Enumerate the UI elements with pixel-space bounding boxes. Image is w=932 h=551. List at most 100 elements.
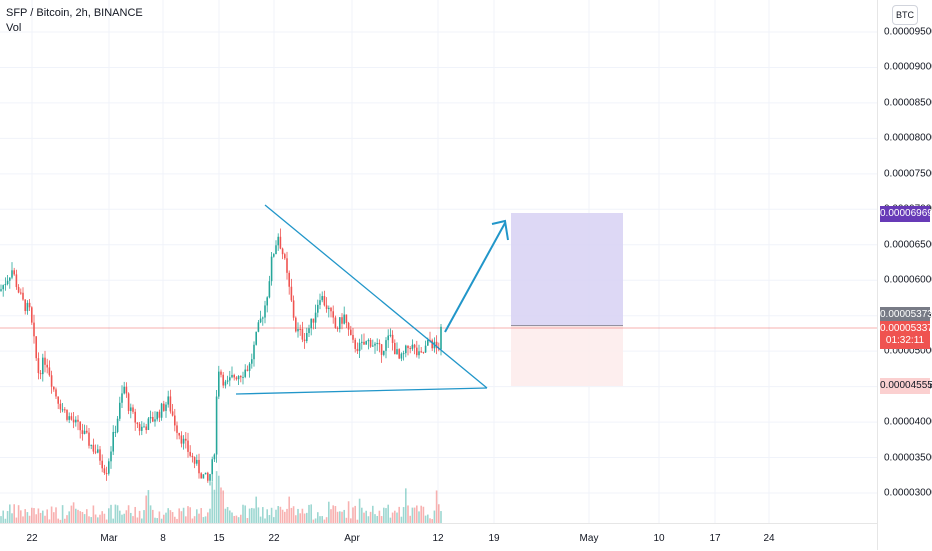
time-axis[interactable]: 22 Mar 8 15 22 Apr 12 19 May 10 17 24 xyxy=(0,523,877,551)
candle-body xyxy=(339,317,341,329)
price-tick: 0.00006500 xyxy=(884,239,932,251)
volume-bar xyxy=(266,509,268,523)
candle-body xyxy=(246,369,249,371)
time-tick: Apr xyxy=(344,533,360,544)
volume-bar xyxy=(398,506,400,523)
time-tick: May xyxy=(579,533,599,544)
volume-bar xyxy=(279,506,282,523)
time-tick: 17 xyxy=(709,533,721,544)
candle-body xyxy=(253,344,255,360)
candle-body xyxy=(295,317,297,332)
candle-body xyxy=(182,438,185,444)
volume-bar xyxy=(13,504,15,523)
candle-body xyxy=(108,461,110,474)
price-tick: 0.00008500 xyxy=(884,97,932,109)
candle-body xyxy=(9,277,11,281)
candle-body xyxy=(121,393,123,403)
candle-body xyxy=(77,419,79,422)
candle-body xyxy=(26,302,29,311)
volume-bar xyxy=(176,518,178,523)
entry-price-badge: 0.00005373 xyxy=(880,307,932,323)
candle-body xyxy=(72,419,75,423)
symbol-title[interactable]: SFP / Bitcoin, 2h, BINANCE xyxy=(6,7,143,19)
volume-bar xyxy=(121,514,123,523)
breakout-arrow[interactable] xyxy=(444,219,509,333)
price-tick: 0.00007500 xyxy=(884,168,932,180)
support-trendline[interactable] xyxy=(235,387,488,395)
candle-body xyxy=(301,329,304,340)
candle-body xyxy=(42,357,44,375)
volume-bar xyxy=(301,508,304,523)
candle-body xyxy=(273,254,275,257)
stop-price-badge: 0.00004555 xyxy=(880,378,932,394)
candle-body xyxy=(165,404,167,411)
candle-body xyxy=(325,305,328,310)
candle-body xyxy=(123,386,125,394)
volume-bar xyxy=(253,508,255,523)
candle-body xyxy=(207,472,209,481)
candle-body xyxy=(13,270,15,275)
volume-bar xyxy=(422,506,425,523)
price-axis[interactable]: 0.00009500 0.00009000 0.00008500 0.00008000… xyxy=(877,0,932,550)
volume-bar xyxy=(70,505,73,523)
volume-bar xyxy=(288,496,290,523)
candlestick-series xyxy=(0,228,442,486)
price-tick: 0.00004000 xyxy=(884,416,932,428)
volume-bar xyxy=(20,510,22,523)
candle-body xyxy=(64,409,66,411)
candle-body xyxy=(323,296,326,306)
candle-body xyxy=(347,322,350,330)
volume-bar xyxy=(110,504,112,523)
candle-body xyxy=(310,318,312,329)
candle-body xyxy=(39,373,42,375)
candle-body xyxy=(46,364,48,368)
stop-zone[interactable] xyxy=(511,326,623,386)
volume-bar xyxy=(174,516,176,523)
price-plot[interactable] xyxy=(0,0,877,523)
volume-bar xyxy=(92,505,95,523)
volume-bar xyxy=(306,512,308,523)
volume-bar xyxy=(138,510,141,523)
candle-body xyxy=(242,376,244,378)
candle-body xyxy=(332,311,334,318)
candle-body xyxy=(416,347,418,356)
volume-bar xyxy=(136,517,139,523)
volume-bar xyxy=(358,498,361,523)
volume-bar xyxy=(79,511,81,523)
candle-body xyxy=(319,300,321,305)
candle-body xyxy=(152,416,154,422)
chart-plot-area[interactable]: SFP / Bitcoin, 2h, BINANCE Vol xyxy=(0,0,877,523)
target-zone[interactable] xyxy=(511,213,623,326)
volume-bar xyxy=(94,514,97,523)
candle-body xyxy=(306,332,308,342)
volume-label[interactable]: Vol xyxy=(6,22,22,34)
position-zones[interactable] xyxy=(511,213,623,386)
volume-bar xyxy=(2,510,4,523)
volume-bar xyxy=(378,510,381,523)
time-tick: 19 xyxy=(488,533,500,544)
candle-body xyxy=(413,344,416,348)
candle-body xyxy=(411,344,414,349)
volume-bar xyxy=(435,490,438,523)
candle-body xyxy=(136,422,139,425)
candle-body xyxy=(248,363,251,371)
volume-bar xyxy=(367,516,370,523)
volume-bar xyxy=(244,505,246,523)
target-price-badge: 0.00006969 xyxy=(880,206,932,222)
volume-bar xyxy=(66,515,68,523)
currency-button[interactable]: BTC xyxy=(892,5,918,25)
volume-bar xyxy=(319,516,321,523)
descending-trendline[interactable] xyxy=(264,204,488,389)
volume-bar xyxy=(328,501,330,523)
volume-bar xyxy=(369,511,372,523)
volume-bar xyxy=(72,502,75,523)
volume-bar xyxy=(127,505,130,523)
volume-bar xyxy=(275,509,277,523)
candle-body xyxy=(202,474,205,479)
candle-body xyxy=(365,341,367,345)
candle-body xyxy=(383,350,385,355)
candle-body xyxy=(376,342,378,344)
triangle-pattern[interactable] xyxy=(235,204,488,395)
volume-bar xyxy=(191,518,194,523)
